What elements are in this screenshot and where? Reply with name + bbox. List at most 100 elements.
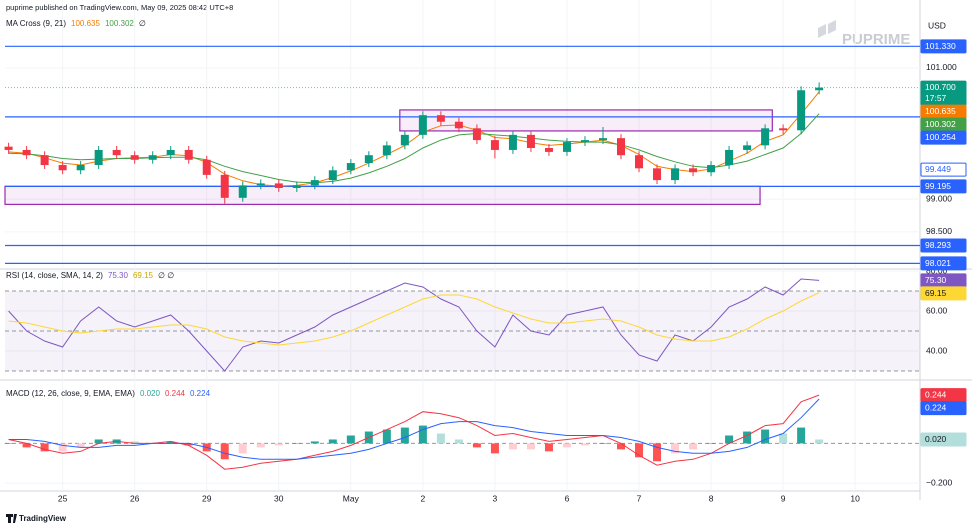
- candle-body: [815, 87, 824, 91]
- legend-value: MA Cross (9, 21): [6, 19, 66, 28]
- candle-body: [166, 149, 175, 156]
- zone: [4, 185, 761, 205]
- x-tick-label: 6: [565, 493, 570, 503]
- histogram-bar: [725, 435, 734, 444]
- candle-body: [94, 149, 103, 166]
- histogram-bar: [671, 443, 680, 454]
- price-label: 0.244: [925, 390, 947, 400]
- x-tick-label: 30: [274, 493, 284, 503]
- candle-body: [454, 121, 463, 129]
- legend-value: 0.020: [140, 389, 161, 398]
- histogram-bar: [707, 443, 716, 444]
- histogram-bar: [544, 443, 553, 452]
- candle-body: [328, 170, 337, 181]
- price-label-box: [920, 179, 967, 194]
- histogram-bar: [436, 433, 445, 444]
- candle-body: [472, 128, 481, 141]
- price-label: 98.021: [925, 258, 951, 268]
- legend-value: ∅ ∅: [158, 271, 174, 280]
- candle-body: [725, 149, 734, 166]
- candle-body: [22, 149, 31, 156]
- x-tick-label: 7: [637, 493, 642, 503]
- price-label-box: [920, 238, 967, 253]
- histogram-bar: [454, 439, 463, 444]
- price-label-box: [920, 162, 967, 177]
- candle-body: [274, 183, 283, 188]
- price-label-box: [920, 401, 967, 416]
- price-label: 98.293: [925, 240, 951, 250]
- price-label-box: [920, 286, 967, 301]
- indicator-line: [8, 398, 820, 460]
- candle-body: [4, 146, 13, 150]
- candle-body: [689, 168, 698, 173]
- candle-body: [400, 134, 409, 146]
- candle-body: [364, 155, 373, 164]
- candle-body: [671, 168, 680, 181]
- histogram-bar: [689, 443, 698, 450]
- candle-body: [508, 134, 517, 150]
- x-tick-label: 2: [421, 493, 426, 503]
- price-label: 0.224: [925, 403, 947, 413]
- candle-body: [598, 138, 607, 141]
- candle-body: [346, 163, 355, 171]
- y-tick-label: 60.00: [926, 305, 948, 315]
- histogram-bar: [22, 443, 31, 448]
- histogram-bar: [580, 443, 589, 446]
- histogram-bar: [58, 443, 67, 452]
- y-tick-label: 98.500: [926, 226, 952, 236]
- legend-value: 69.15: [133, 271, 154, 280]
- histogram-bar: [292, 443, 301, 444]
- price-label-box: [920, 130, 967, 145]
- histogram-bar: [743, 431, 752, 444]
- indicator-line: [8, 394, 820, 470]
- tradingview-logo: [6, 514, 17, 523]
- histogram-bar: [346, 435, 355, 444]
- candle-body: [653, 168, 662, 181]
- candle-body: [707, 165, 716, 173]
- candle-body: [40, 155, 49, 166]
- published-note: puprime published on TradingView.com, Ma…: [6, 3, 233, 12]
- legend-value: 100.635: [71, 19, 100, 28]
- footer-brand: TradingView: [19, 514, 67, 523]
- histogram-bar: [490, 443, 499, 454]
- candle-body: [148, 155, 157, 160]
- candle-body: [382, 145, 391, 156]
- y-tick-label: −0.200: [926, 477, 953, 487]
- candle-body: [310, 180, 319, 186]
- candle-body: [418, 115, 427, 135]
- y-tick-label: 99.000: [926, 193, 952, 203]
- histogram-bar: [94, 439, 103, 444]
- currency: USD: [928, 20, 946, 30]
- histogram-bar: [4, 443, 13, 444]
- price-label: 100.254: [925, 132, 956, 142]
- candle-body: [779, 128, 788, 131]
- candle-body: [238, 185, 247, 198]
- candle-body: [580, 140, 589, 143]
- legend-value: RSI (14, close, SMA, 14, 2): [6, 271, 103, 280]
- histogram-bar: [310, 441, 319, 444]
- indicator-line: [8, 278, 820, 372]
- histogram-bar: [76, 443, 85, 448]
- legend-value: 0.244: [165, 389, 186, 398]
- histogram-bar: [779, 433, 788, 444]
- price-label: 100.302: [925, 119, 956, 129]
- candle-body: [130, 155, 139, 160]
- histogram-bar: [40, 443, 49, 452]
- histogram-bar: [617, 443, 626, 450]
- y-tick-label: 40.00: [926, 345, 948, 355]
- candle-body: [617, 138, 626, 156]
- price-label-box: [920, 432, 967, 447]
- price-label: 99.449: [925, 164, 951, 174]
- candle-body: [743, 145, 752, 150]
- candle-body: [436, 115, 445, 122]
- histogram-bar: [382, 429, 391, 444]
- x-tick-label: 10: [850, 493, 860, 503]
- price-label: 0.020: [925, 434, 947, 444]
- price-label-box: [920, 39, 967, 54]
- histogram-bar: [400, 427, 409, 444]
- price-label: 100.635: [925, 106, 956, 116]
- indicator-legend: MACD (12, 26, close, 9, EMA, EMA) 0.020 0.…: [6, 389, 211, 398]
- indicator-line: [8, 113, 820, 184]
- price-label: 99.195: [925, 181, 951, 191]
